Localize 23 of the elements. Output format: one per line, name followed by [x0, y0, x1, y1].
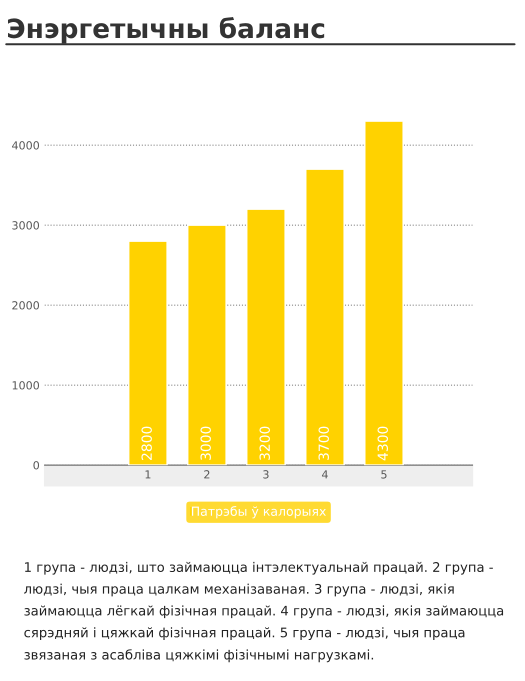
x-tick-label: 1	[146, 470, 150, 478]
y-tick-label: 1000	[12, 381, 40, 390]
x-tick-label: 5	[381, 470, 387, 479]
bar	[128, 240, 168, 466]
y-tick-label: 4000	[12, 141, 40, 150]
bar	[305, 168, 345, 466]
data-label: 4300	[378, 426, 388, 460]
legend-label: Патрэбы ў калорыях	[192, 506, 326, 518]
y-tick-label: 0	[33, 461, 40, 470]
x-tick-label: 3	[263, 470, 269, 479]
text: 1 група - людзі, што займаюцца інтэлектуальнай працай. 2 група - людзі, чыя праца цалкам механізаваная. 3 група - людзі, якія займаюцца лёгкай фізічная працай. 4 група - людзі, якія займаюцца сярэдняй і цяжкай фізічная працай. 5 група - людзі, чыя праца звязаная з асабліва цяжкімі фізічнымі нагрузкамі.	[24, 562, 504, 662]
bar	[246, 208, 286, 466]
data-label: 3000	[200, 426, 211, 460]
chart-title: Энэргетычны баланс	[8, 17, 324, 44]
bar	[187, 224, 227, 466]
data-label: 3700	[318, 426, 329, 460]
y-tick-label: 2000	[12, 301, 40, 310]
bar	[364, 121, 404, 466]
x-tick-label: 4	[322, 470, 328, 478]
y-tick-label: 3000	[12, 221, 40, 230]
x-tick-label: 2	[204, 470, 210, 478]
data-label: 3200	[259, 426, 270, 460]
data-label: 2800	[141, 426, 152, 460]
